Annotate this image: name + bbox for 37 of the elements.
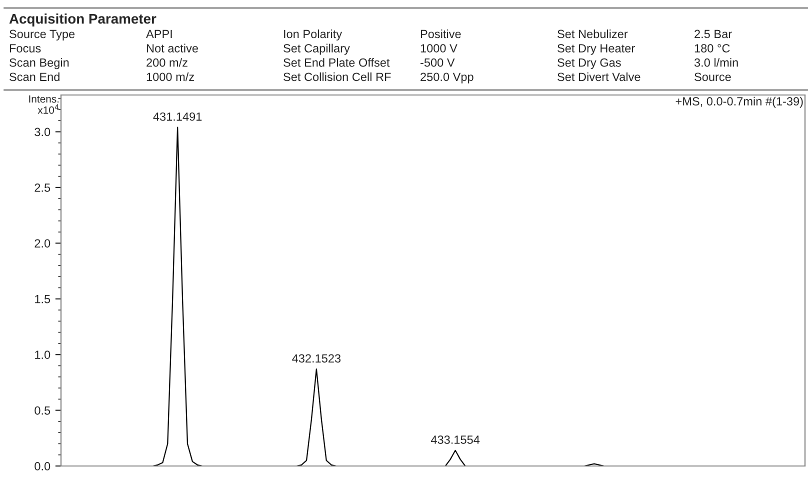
text: Set Dry Heater — [558, 44, 635, 55]
y-axis-title: Intens. x10$^{4}$ — [29, 95, 59, 114]
text: Scan End — [10, 72, 60, 82]
text: 3.0 l/min — [694, 58, 738, 67]
y-tick-label: 0.5 — [34, 406, 50, 415]
annotation: 433.1554 — [430, 436, 480, 444]
text: 2.5 Bar — [694, 30, 732, 38]
text: Set Dry Gas — [558, 58, 621, 70]
text: 200 m/z — [146, 58, 188, 67]
y-tick-label: 1.0 — [35, 350, 50, 359]
text: APPI — [146, 30, 172, 38]
y-tick-label: 0.0 — [34, 462, 50, 470]
y-tick-label: 2.5 — [34, 184, 50, 192]
text: Set Divert Valve — [558, 72, 640, 82]
text: -500 V — [420, 58, 455, 67]
text: Source — [694, 72, 731, 82]
chart-title: Acquisition Parameter — [9, 14, 156, 26]
text: 1000 m/z — [146, 72, 194, 82]
text: 180 °C — [694, 44, 730, 52]
y-tick-label: 1.5 — [35, 295, 50, 304]
source-note: Source Type — [10, 30, 75, 40]
y-tick-label: 3.0 — [34, 128, 50, 136]
text: Set Capillary — [284, 44, 350, 55]
text: Set Nebulizer — [558, 30, 628, 38]
text: Scan Begin — [10, 58, 69, 70]
text: 250.0 Vpp — [420, 72, 474, 84]
annotation: +MS, 0.0-0.7min #(1-39) — [676, 96, 803, 108]
text: Positive — [420, 30, 461, 38]
text: Focus — [10, 44, 41, 52]
y-tick-label: 2.0 — [34, 239, 50, 248]
annotation: 431.1491 — [153, 112, 202, 121]
text: Ion Polarity — [284, 30, 342, 40]
annotation: 432.1523 — [292, 354, 341, 363]
text: Not active — [146, 44, 198, 52]
text: Set End Plate Offset — [284, 58, 390, 67]
text: 1000 V — [420, 44, 458, 52]
text: Set Collision Cell RF — [284, 72, 391, 82]
